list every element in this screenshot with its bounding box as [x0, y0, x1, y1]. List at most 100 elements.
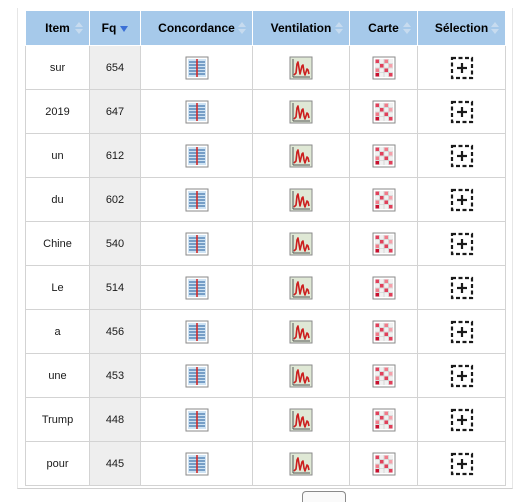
table-row: Chine 540 [25, 221, 506, 266]
selection-cell [417, 133, 506, 178]
concordance-icon[interactable] [185, 452, 209, 476]
ventilation-chart-icon[interactable] [289, 320, 313, 344]
fq-text: 647 [105, 105, 125, 118]
ventilation-chart-icon[interactable] [289, 452, 313, 476]
concordance-cell [140, 177, 253, 222]
concordance-cell [140, 309, 253, 354]
sort-arrows-icon [403, 22, 411, 34]
header-item[interactable]: Item [25, 10, 90, 46]
ventilation-chart-icon[interactable] [289, 408, 313, 432]
item-text: Trump [41, 413, 74, 426]
carte-cell [349, 89, 418, 134]
selection-cell [417, 397, 506, 442]
ventilation-chart-icon[interactable] [289, 56, 313, 80]
ventilation-chart-icon[interactable] [289, 276, 313, 300]
fq-cell: 540 [89, 221, 141, 266]
concordance-icon[interactable] [185, 408, 209, 432]
ventilation-cell [252, 441, 350, 486]
pagination-button[interactable] [302, 491, 346, 502]
map-grid-icon[interactable] [372, 100, 396, 124]
header-concordance[interactable]: Concordance [140, 10, 253, 46]
select-add-icon[interactable] [450, 56, 474, 80]
ventilation-cell [252, 309, 350, 354]
map-grid-icon[interactable] [372, 408, 396, 432]
select-add-icon[interactable] [450, 364, 474, 388]
header-selection-label: Sélection [434, 21, 489, 35]
map-grid-icon[interactable] [372, 452, 396, 476]
select-add-icon[interactable] [450, 408, 474, 432]
select-add-icon[interactable] [450, 452, 474, 476]
fq-cell: 453 [89, 353, 141, 398]
table-row: a 456 [25, 309, 506, 354]
ventilation-chart-icon[interactable] [289, 364, 313, 388]
select-add-icon[interactable] [450, 188, 474, 212]
table-body: sur 654 [25, 45, 506, 486]
header-selection[interactable]: Sélection [417, 10, 506, 46]
ventilation-chart-icon[interactable] [289, 100, 313, 124]
map-grid-icon[interactable] [372, 320, 396, 344]
map-grid-icon[interactable] [372, 56, 396, 80]
fq-cell: 647 [89, 89, 141, 134]
select-add-icon[interactable] [450, 100, 474, 124]
concordance-icon[interactable] [185, 320, 209, 344]
item-text: 2019 [45, 105, 70, 118]
item-text: pour [46, 457, 69, 470]
carte-cell [349, 397, 418, 442]
ventilation-cell [252, 353, 350, 398]
concordance-icon[interactable] [185, 188, 209, 212]
map-grid-icon[interactable] [372, 276, 396, 300]
select-add-icon[interactable] [450, 320, 474, 344]
sort-arrows-icon [491, 22, 499, 34]
map-grid-icon[interactable] [372, 144, 396, 168]
map-grid-icon[interactable] [372, 188, 396, 212]
ventilation-chart-icon[interactable] [289, 144, 313, 168]
sort-arrows-icon [238, 22, 246, 34]
fq-cell: 514 [89, 265, 141, 310]
select-add-icon[interactable] [450, 232, 474, 256]
header-row: Item Fq Concordance Ventilation Carte Sé… [25, 10, 506, 46]
concordance-cell [140, 265, 253, 310]
select-add-icon[interactable] [450, 144, 474, 168]
concordance-icon[interactable] [185, 56, 209, 80]
header-fq[interactable]: Fq [89, 10, 141, 46]
concordance-icon[interactable] [185, 100, 209, 124]
table-row: pour 445 [25, 441, 506, 486]
ventilation-chart-icon[interactable] [289, 188, 313, 212]
sort-descending-icon [120, 25, 129, 32]
selection-cell [417, 89, 506, 134]
header-item-label: Item [45, 21, 70, 35]
table-row: Le 514 [25, 265, 506, 310]
fq-text: 456 [105, 325, 125, 338]
fq-text: 654 [105, 61, 125, 74]
item-text: du [51, 193, 64, 206]
ventilation-cell [252, 45, 350, 90]
header-carte[interactable]: Carte [349, 10, 418, 46]
table-row: 2019 647 [25, 89, 506, 134]
map-grid-icon[interactable] [372, 232, 396, 256]
fq-cell: 456 [89, 309, 141, 354]
carte-cell [349, 177, 418, 222]
ventilation-chart-icon[interactable] [289, 232, 313, 256]
item-text: sur [49, 61, 66, 74]
selection-cell [417, 221, 506, 266]
header-ventilation[interactable]: Ventilation [252, 10, 350, 46]
fq-cell: 612 [89, 133, 141, 178]
carte-cell [349, 133, 418, 178]
concordance-cell [140, 133, 253, 178]
select-add-icon[interactable] [450, 276, 474, 300]
fq-text: 453 [105, 369, 125, 382]
fq-text: 514 [105, 281, 125, 294]
fq-cell: 602 [89, 177, 141, 222]
selection-cell [417, 441, 506, 486]
item-cell: pour [25, 441, 90, 486]
fq-text: 602 [105, 193, 125, 206]
ventilation-cell [252, 133, 350, 178]
item-text: Le [51, 281, 64, 294]
concordance-icon[interactable] [185, 232, 209, 256]
header-carte-label: Carte [368, 21, 399, 35]
carte-cell [349, 45, 418, 90]
concordance-icon[interactable] [185, 144, 209, 168]
concordance-icon[interactable] [185, 276, 209, 300]
concordance-icon[interactable] [185, 364, 209, 388]
map-grid-icon[interactable] [372, 364, 396, 388]
